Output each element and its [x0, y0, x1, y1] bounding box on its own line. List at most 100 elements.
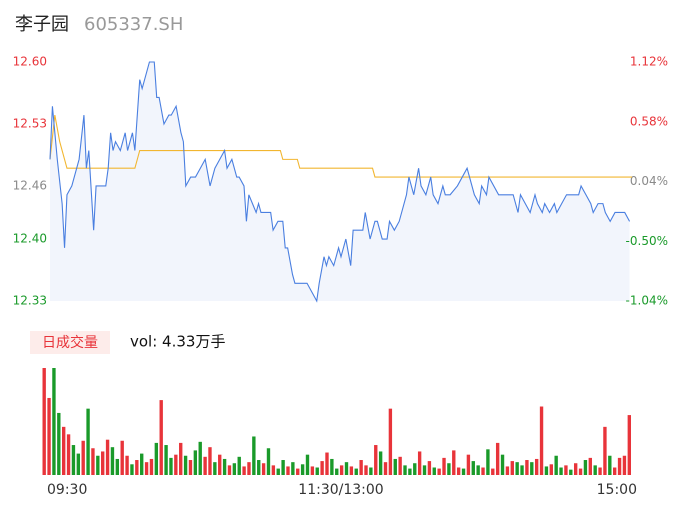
- price-line: [49, 115, 632, 178]
- volume-bar: [437, 468, 441, 475]
- volume-bar: [481, 467, 485, 475]
- x-tick-label: 09:30: [47, 482, 87, 498]
- volume-bar: [169, 457, 173, 475]
- volume-bar: [296, 468, 300, 475]
- volume-bar: [369, 467, 373, 475]
- volume-bar: [198, 441, 202, 475]
- volume-bar: [417, 451, 422, 475]
- volume-bar: [276, 468, 280, 475]
- volume-bar: [359, 460, 363, 475]
- y2-tick-label: 0.04%: [630, 174, 668, 188]
- volume-bar: [442, 457, 446, 475]
- volume-bar: [530, 462, 534, 475]
- volume-bar: [432, 467, 436, 475]
- volume-bar: [413, 463, 417, 475]
- y-tick-label: 12.46: [13, 178, 47, 192]
- volume-bar: [398, 456, 402, 475]
- volume-legend: 日成交量: [42, 334, 98, 351]
- volume-bar: [378, 451, 383, 475]
- volume-bar: [549, 464, 553, 475]
- volume-bar: [520, 465, 524, 475]
- volume-bar: [466, 454, 471, 475]
- y-tick-label: 12.53: [13, 116, 47, 130]
- volume-bar: [281, 460, 285, 475]
- volume-bar: [42, 368, 46, 475]
- volume-bar: [583, 460, 588, 475]
- volume-bar: [47, 397, 51, 475]
- volume-bar: [101, 451, 105, 475]
- volume-bar: [257, 460, 261, 475]
- volume-bar: [486, 449, 490, 475]
- volume-bar: [408, 468, 412, 475]
- y-tick-label: 12.60: [13, 55, 47, 69]
- volume-bar: [364, 465, 368, 475]
- volume-bar: [140, 453, 144, 475]
- volume-bar: [232, 463, 237, 475]
- y-tick-label: 12.33: [13, 294, 47, 308]
- volume-bar: [105, 439, 110, 475]
- volume-bar: [388, 408, 393, 475]
- volume-bar: [495, 442, 500, 475]
- volume-bar: [213, 462, 217, 475]
- volume-bar: [57, 412, 61, 475]
- volume-bar: [452, 450, 456, 475]
- volume-bar: [588, 457, 592, 475]
- volume-bar: [179, 442, 183, 475]
- y2-tick-label: 1.12%: [630, 55, 668, 69]
- volume-bar: [505, 466, 510, 475]
- volume-bar: [476, 465, 480, 475]
- volume-bar: [349, 466, 354, 475]
- volume-bar: [266, 448, 271, 475]
- volume-bar: [539, 406, 544, 475]
- volume-bar: [91, 448, 95, 475]
- volume-bar: [164, 445, 168, 475]
- volume-bar: [612, 467, 617, 475]
- volume-bar: [222, 458, 227, 475]
- volume-bar: [203, 456, 207, 475]
- volume-bar: [593, 465, 597, 475]
- x-tick-label: 15:00: [597, 482, 637, 498]
- volume-bar: [110, 447, 115, 475]
- volume-bar: [52, 368, 56, 475]
- volume-bar: [320, 461, 324, 475]
- volume-bar: [603, 426, 607, 475]
- volume-bar: [115, 458, 120, 475]
- price-area: [50, 62, 630, 301]
- volume-bar: [491, 468, 495, 475]
- volume-bar: [159, 400, 163, 475]
- volume-bar: [149, 458, 154, 475]
- volume-bar: [237, 456, 241, 475]
- stock-name: 李子园: [15, 14, 69, 35]
- volume-bar: [578, 468, 583, 475]
- volume-bar: [154, 442, 159, 475]
- volume-bar: [534, 458, 539, 475]
- volume-bar: [525, 460, 529, 475]
- volume-bar: [218, 454, 222, 475]
- y2-tick-label: 0.58%: [630, 114, 668, 128]
- volume-bar: [227, 465, 232, 475]
- x-tick-label: 11:30/13:00: [298, 482, 383, 498]
- volume-bar: [125, 455, 129, 475]
- volume-bar: [393, 458, 397, 475]
- volume-bar: [76, 453, 81, 475]
- volume-bar: [598, 467, 602, 475]
- volume-bar: [242, 466, 246, 475]
- volume-bar: [456, 467, 461, 475]
- volume-bar: [208, 447, 212, 475]
- volume-bar: [144, 462, 149, 475]
- volume-bar: [559, 467, 563, 475]
- volume-bar: [510, 461, 514, 475]
- volume-bar: [573, 463, 578, 475]
- volume-bar: [252, 436, 256, 475]
- volume-bar: [403, 465, 407, 475]
- volume-bar: [447, 463, 451, 475]
- volume-bar: [554, 455, 558, 475]
- volume-bar: [374, 445, 378, 475]
- volume-bar: [500, 454, 505, 475]
- volume-legend-box: [30, 331, 110, 354]
- volume-bar: [174, 454, 178, 475]
- volume-bar: [325, 452, 329, 475]
- volume-bar: [120, 440, 124, 475]
- volume-bar: [544, 466, 549, 475]
